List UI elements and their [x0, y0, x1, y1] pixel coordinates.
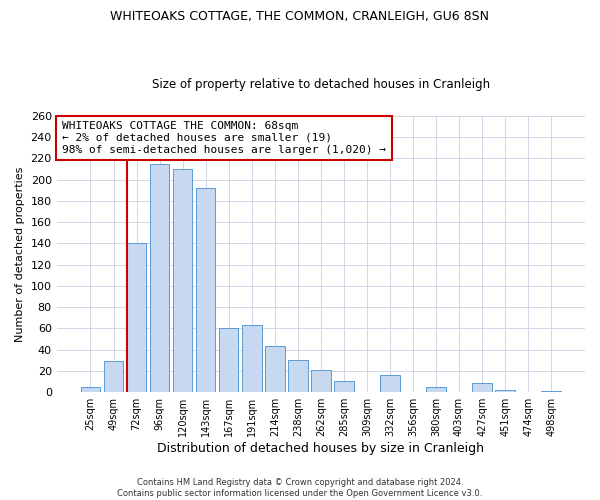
Bar	[219, 328, 238, 392]
Text: Contains HM Land Registry data © Crown copyright and database right 2024.
Contai: Contains HM Land Registry data © Crown c…	[118, 478, 482, 498]
Bar	[541, 391, 561, 392]
Bar	[104, 362, 123, 392]
Bar	[127, 244, 146, 392]
Bar	[426, 387, 446, 392]
Bar	[150, 164, 169, 392]
Bar	[196, 188, 215, 392]
Text: WHITEOAKS COTTAGE THE COMMON: 68sqm
← 2% of detached houses are smaller (19)
98%: WHITEOAKS COTTAGE THE COMMON: 68sqm ← 2%…	[62, 122, 386, 154]
Bar	[496, 390, 515, 392]
X-axis label: Distribution of detached houses by size in Cranleigh: Distribution of detached houses by size …	[157, 442, 484, 455]
Bar	[173, 169, 193, 392]
Bar	[334, 380, 353, 392]
Y-axis label: Number of detached properties: Number of detached properties	[15, 166, 25, 342]
Bar	[80, 387, 100, 392]
Bar	[380, 375, 400, 392]
Bar	[265, 346, 284, 392]
Bar	[311, 370, 331, 392]
Bar	[242, 325, 262, 392]
Title: Size of property relative to detached houses in Cranleigh: Size of property relative to detached ho…	[152, 78, 490, 91]
Bar	[472, 382, 492, 392]
Bar	[288, 360, 308, 392]
Text: WHITEOAKS COTTAGE, THE COMMON, CRANLEIGH, GU6 8SN: WHITEOAKS COTTAGE, THE COMMON, CRANLEIGH…	[110, 10, 490, 23]
